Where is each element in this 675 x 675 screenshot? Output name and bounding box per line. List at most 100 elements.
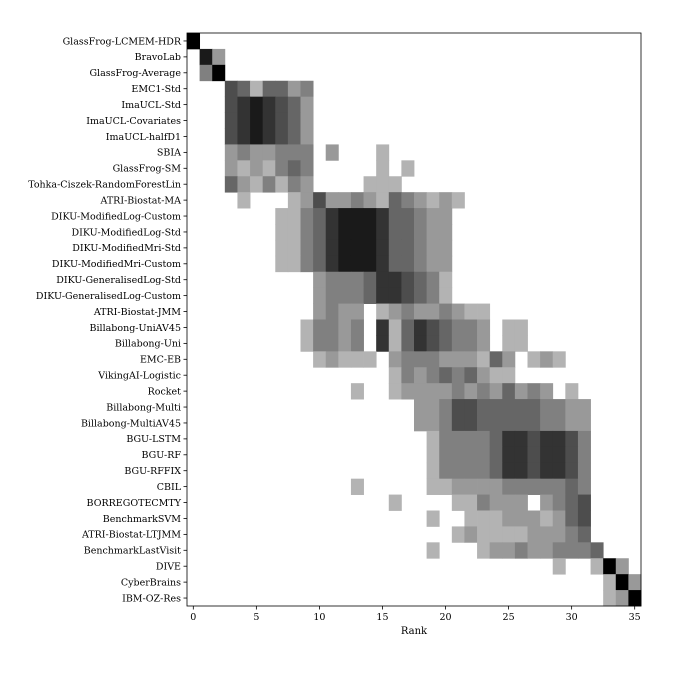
heatmap-cell xyxy=(426,287,440,304)
heatmap-cell xyxy=(237,96,251,113)
heatmap-cell xyxy=(552,542,566,559)
x-tick-label: 10 xyxy=(313,612,325,623)
heatmap-cell xyxy=(577,399,591,416)
y-tick-label: DIKU-ModifiedMri-Custom xyxy=(52,259,181,270)
heatmap-cell xyxy=(414,287,428,304)
heatmap-cell xyxy=(401,287,415,304)
heatmap-cell xyxy=(426,446,440,464)
heatmap-cell xyxy=(477,542,491,559)
heatmap-cell xyxy=(502,367,516,384)
heatmap-cell xyxy=(325,224,339,241)
heatmap-cell xyxy=(376,303,390,320)
heatmap-cell xyxy=(502,494,516,511)
heatmap-cell xyxy=(577,415,591,432)
heatmap-cell xyxy=(199,48,213,66)
heatmap-cell xyxy=(262,128,276,145)
heatmap-cell xyxy=(464,430,478,448)
heatmap-cell xyxy=(300,176,314,193)
heatmap-cell xyxy=(565,446,579,464)
heatmap-cell xyxy=(414,192,428,209)
heatmap-cell xyxy=(388,335,402,352)
heatmap-cell xyxy=(527,415,541,432)
heatmap-cell xyxy=(477,430,491,448)
y-tick-label: EMC1-Std xyxy=(131,84,181,95)
heatmap-cell xyxy=(489,351,503,368)
heatmap-cell xyxy=(514,430,528,448)
heatmap-cell xyxy=(376,287,390,304)
heatmap-cell xyxy=(338,192,352,209)
heatmap-cell xyxy=(426,478,440,495)
heatmap-cell xyxy=(502,526,516,543)
heatmap-cell xyxy=(439,462,453,480)
heatmap-cell xyxy=(451,351,465,368)
heatmap-cell xyxy=(615,574,629,591)
heatmap-cell xyxy=(426,271,440,289)
heatmap-cell xyxy=(338,351,352,368)
heatmap-cell xyxy=(615,590,629,607)
heatmap-cell xyxy=(275,224,289,241)
heatmap-cell xyxy=(325,319,339,336)
heatmap-cell xyxy=(451,415,465,432)
heatmap-cell xyxy=(250,112,264,129)
heatmap-cell xyxy=(439,351,453,368)
heatmap-cell xyxy=(502,430,516,448)
heatmap-cell xyxy=(439,303,453,320)
heatmap-cell xyxy=(300,144,314,161)
heatmap-cell xyxy=(552,399,566,416)
heatmap-cell xyxy=(300,192,314,209)
x-tick-label: 20 xyxy=(439,612,451,623)
heatmap-cell xyxy=(464,415,478,432)
heatmap-cell xyxy=(338,255,352,273)
y-tick-label: DIKU-ModifiedLog-Custom xyxy=(51,211,181,222)
heatmap-cell xyxy=(376,335,390,352)
heatmap-cell xyxy=(338,208,352,225)
heatmap-cell xyxy=(325,255,339,273)
heatmap-cell xyxy=(224,176,238,193)
heatmap-cell xyxy=(464,367,478,384)
heatmap-cell xyxy=(414,399,428,416)
heatmap-cell xyxy=(603,574,617,591)
heatmap-cell xyxy=(477,335,491,352)
heatmap-cell xyxy=(325,335,339,352)
heatmap-cell xyxy=(426,208,440,225)
heatmap-cell xyxy=(376,208,390,225)
y-tick-label: CyberBrains xyxy=(121,577,181,588)
heatmap-cell xyxy=(426,192,440,209)
heatmap-cell xyxy=(540,542,554,559)
heatmap-cell xyxy=(388,192,402,209)
heatmap-cell xyxy=(275,208,289,225)
heatmap-cell xyxy=(388,239,402,257)
heatmap-cell xyxy=(250,128,264,145)
heatmap-cell xyxy=(540,399,554,416)
heatmap-cell xyxy=(603,558,617,575)
heatmap-cell xyxy=(477,351,491,368)
heatmap-cell xyxy=(565,383,579,400)
heatmap-cell xyxy=(502,415,516,432)
heatmap-cell xyxy=(199,64,213,82)
heatmap-cell xyxy=(502,542,516,559)
heatmap-cell xyxy=(313,255,327,273)
heatmap-cell xyxy=(401,255,415,273)
heatmap-cell xyxy=(577,542,591,559)
heatmap-cell xyxy=(350,383,364,400)
heatmap-cell xyxy=(250,144,264,161)
heatmap-cell xyxy=(401,303,415,320)
heatmap-cell xyxy=(540,510,554,527)
y-tick-label: VikingAI-Logistic xyxy=(97,371,181,382)
heatmap-cell xyxy=(401,160,415,177)
heatmap-cell xyxy=(313,192,327,209)
heatmap-cell xyxy=(489,430,503,448)
heatmap-cell xyxy=(350,255,364,273)
heatmap-cell xyxy=(489,462,503,480)
heatmap-cell xyxy=(451,399,465,416)
heatmap-cell xyxy=(338,287,352,304)
heatmap-cell xyxy=(439,239,453,257)
heatmap-cell xyxy=(426,335,440,352)
heatmap-cell xyxy=(363,351,377,368)
heatmap-cell xyxy=(363,224,377,241)
heatmap-cell xyxy=(464,494,478,511)
heatmap-cell xyxy=(262,160,276,177)
heatmap-cell xyxy=(451,478,465,495)
x-axis-title: Rank xyxy=(401,626,428,637)
heatmap-cell xyxy=(439,446,453,464)
